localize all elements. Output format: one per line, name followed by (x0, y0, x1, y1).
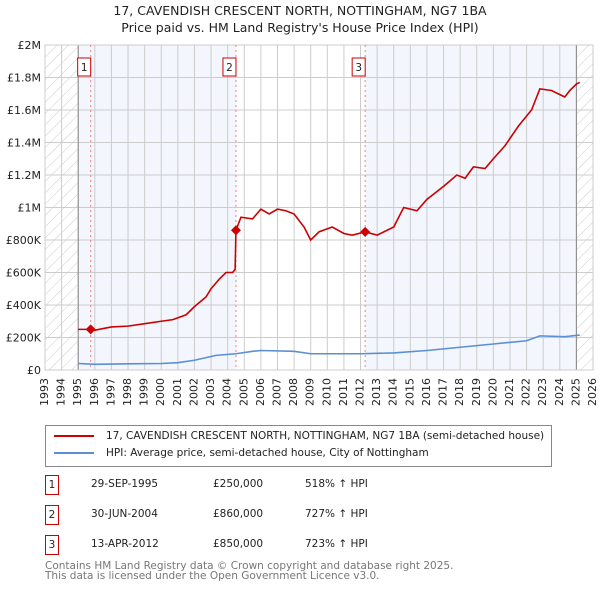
x-tick-label: 2025 (569, 378, 582, 406)
x-tick-label: 2002 (187, 378, 200, 406)
x-tick-label: 2020 (486, 378, 499, 406)
x-tick-label: 1994 (55, 378, 68, 406)
y-tick-label: £1.4M (7, 137, 41, 150)
y-tick-label: £800K (6, 234, 42, 247)
sale-date: 29-SEP-1995 (91, 478, 159, 490)
x-tick-label: 1995 (71, 378, 84, 406)
sale-point (85, 324, 96, 335)
sale-row: 1 29-SEP-1995 £250,000 518% ↑ HPI (45, 475, 545, 495)
x-tick-label: 2005 (237, 378, 250, 406)
sale-point (360, 226, 371, 237)
legend-label-property: 17, CAVENDISH CRESCENT NORTH, NOTTINGHAM… (106, 430, 545, 442)
price-chart: 1993 1994 1995 1996 1997 1998 1999 2000 2001 2002… (6, 39, 599, 406)
x-tick-label: 2007 (270, 378, 283, 406)
x-tick-label: 2019 (470, 378, 483, 406)
series-line (78, 81, 581, 332)
x-tick-label: 2023 (536, 378, 549, 406)
sale-hpi: 727% ↑ HPI (305, 508, 368, 520)
x-tick-label: 1996 (88, 378, 101, 406)
sale-date: 30-JUN-2004 (91, 508, 158, 520)
sale-hpi: 723% ↑ HPI (305, 538, 368, 550)
x-tick-label: 2008 (287, 378, 300, 406)
y-tick-label: £200K (6, 332, 42, 345)
legend-swatch-hpi (54, 452, 94, 454)
x-tick-label: 1998 (121, 378, 134, 406)
y-tick-label: £0 (27, 364, 41, 377)
x-tick-label: 2021 (503, 378, 516, 406)
x-tick-label: 2017 (437, 378, 450, 406)
x-tick-label: 2010 (320, 378, 333, 406)
x-tick-label: 2016 (420, 378, 433, 406)
legend-label-hpi: HPI: Average price, semi-detached house,… (106, 447, 429, 459)
chart-subtitle: Price paid vs. HM Land Registry's House … (121, 20, 479, 35)
sale-marker-badge: 2 (45, 505, 59, 525)
x-tick-label: 2000 (154, 378, 167, 406)
x-tick-label: 2011 (337, 378, 350, 406)
x-tick-label: 2026 (586, 378, 599, 406)
x-tick-label: 2006 (254, 378, 267, 406)
sale-date: 13-APR-2012 (91, 538, 159, 550)
legend: 17, CAVENDISH CRESCENT NORTH, NOTTINGHAM… (45, 425, 552, 467)
sale-label-box (77, 57, 92, 77)
x-tick-label: 2004 (221, 378, 234, 406)
footer: Contains HM Land Registry data © Crown c… (45, 560, 454, 582)
x-tick-label: 2022 (520, 378, 533, 406)
x-tick-label: 2014 (387, 378, 400, 406)
y-tick-label: £1.2M (7, 169, 41, 182)
x-tick-label: 2013 (370, 378, 383, 406)
x-tick-label: 2018 (453, 378, 466, 406)
sale-hpi: 518% ↑ HPI (305, 478, 368, 490)
x-tick-label: 2003 (204, 378, 217, 406)
x-tick-label: 1999 (138, 378, 151, 406)
y-tick-label: £400K (6, 299, 42, 312)
plot-border (44, 44, 594, 371)
sale-label: 3 (355, 62, 362, 74)
x-tick-label: 2015 (403, 378, 416, 406)
sale-price: £250,000 (213, 478, 264, 490)
legend-swatch-property (54, 435, 94, 437)
sale-label-box (351, 57, 366, 77)
y-tick-label: £1.6M (7, 104, 41, 117)
sale-row: 3 13-APR-2012 £850,000 723% ↑ HPI (45, 535, 545, 555)
sale-marker-badge: 1 (45, 475, 59, 495)
x-tick-label: 1997 (104, 378, 117, 406)
footer-copyright: Contains HM Land Registry data © Crown c… (45, 560, 454, 572)
y-tick-label: £1M (18, 202, 42, 215)
sale-row: 2 30-JUN-2004 £860,000 727% ↑ HPI (45, 505, 545, 525)
chart-title: 17, CAVENDISH CRESCENT NORTH, NOTTINGHAM… (113, 3, 487, 18)
sale-label-box (222, 57, 237, 77)
x-tick-label: 2001 (171, 378, 184, 406)
sale-label: 1 (81, 62, 88, 74)
x-tick-label: 1993 (38, 378, 51, 406)
footer-licence: This data is licensed under the Open Gov… (45, 570, 380, 582)
series-line (78, 334, 580, 366)
y-tick-label: £1.8M (7, 72, 41, 85)
sale-marker-badge: 3 (45, 535, 59, 555)
x-tick-label: 2024 (553, 378, 566, 406)
sale-price: £850,000 (213, 538, 264, 550)
sale-label: 2 (226, 62, 233, 74)
sale-price: £860,000 (213, 508, 264, 520)
x-tick-label: 2012 (354, 378, 367, 406)
x-tick-label: 2009 (304, 378, 317, 406)
y-tick-label: £600K (6, 267, 42, 280)
y-tick-label: £2M (18, 39, 42, 52)
sale-point (230, 225, 241, 236)
